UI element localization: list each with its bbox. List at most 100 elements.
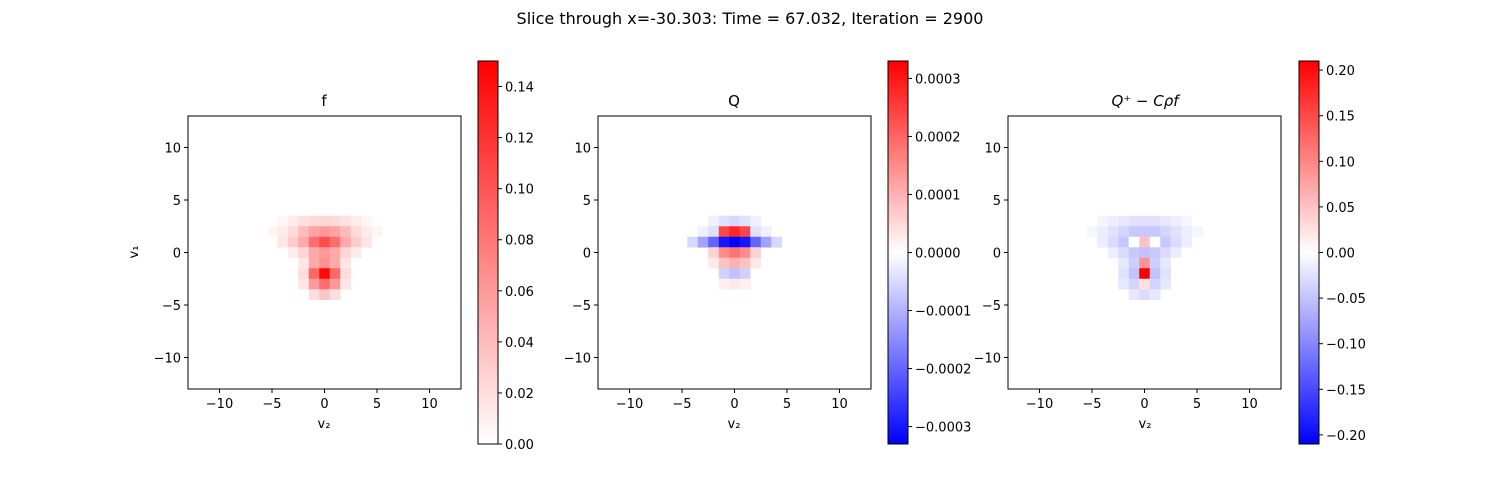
x-ticks: −10 −5 0 5 10: [616, 389, 848, 412]
y-tick-label: −5: [162, 299, 181, 314]
heatmap-cell: [1128, 289, 1140, 301]
heatmap-cell: [697, 226, 709, 238]
heatmap-cell: [718, 257, 730, 269]
heatmap-cell: [298, 215, 310, 227]
y-ticks: −10 −5 0 5 10: [154, 142, 188, 367]
colorbar-tick-label: −0.0002: [915, 363, 971, 378]
heatmap-cell: [1160, 278, 1172, 290]
heatmap-cell: [340, 226, 352, 238]
heatmap-cell: [729, 247, 741, 259]
y-tick-label: 10: [574, 142, 591, 157]
heatmap-cell: [266, 226, 278, 238]
heatmap-cell: [329, 278, 341, 290]
heatmap-cell: [750, 215, 762, 227]
heatmap-cell: [771, 236, 783, 248]
heatmap-cell: [308, 278, 320, 290]
x-ticks: −10 −5 0 5 10: [1026, 389, 1258, 412]
colorbar-tick-label: 0.0002: [915, 130, 961, 145]
heatmap-cell: [319, 268, 331, 280]
heatmap-cell: [1170, 236, 1182, 248]
heatmap-cell: [1128, 236, 1140, 248]
heatmap-cell: [1107, 226, 1119, 238]
x-tick-label: 0: [1140, 397, 1148, 412]
heatmap-cell: [739, 268, 751, 280]
heatmap-cell: [340, 257, 352, 269]
heatmap-cell: [308, 268, 320, 280]
colorbar-tick-label: 0.10: [1326, 155, 1355, 170]
heatmap-cell: [1097, 215, 1109, 227]
heatmap-cell: [350, 247, 362, 259]
heatmap-cell: [350, 226, 362, 238]
heatmap-cell: [1097, 226, 1109, 238]
x-tick-label: 0: [730, 397, 738, 412]
colorbar-tick-label: 0.20: [1326, 64, 1355, 79]
heatmap-cell: [308, 247, 320, 259]
heatmap-cell: [1118, 236, 1130, 248]
colorbar-tick-label: 0.0003: [915, 72, 961, 87]
colorbar-tick-label: 0.02: [505, 387, 534, 402]
heatmap-cell: [1139, 289, 1151, 301]
heatmap-cell: [739, 236, 751, 248]
heatmap-cell: [1170, 247, 1182, 259]
heatmap-cell: [287, 226, 299, 238]
colorbar-tick-label: 0.0000: [915, 247, 961, 262]
heatmap-cell: [729, 278, 741, 290]
heatmap-cell: [340, 268, 352, 280]
heatmap-cell: [340, 236, 352, 248]
y-ticks: −10 −5 0 5 10: [564, 142, 598, 367]
y-axis-label: v₁: [127, 246, 142, 259]
heatmap-cell: [287, 247, 299, 259]
heatmap-cell: [750, 226, 762, 238]
colorbar-tick-label: 0.06: [505, 285, 534, 300]
heatmap-cell: [1118, 278, 1130, 290]
heatmap-cell: [319, 278, 331, 290]
heatmap-cell: [319, 257, 331, 269]
heatmap-cell: [708, 226, 720, 238]
heatmap-cell: [708, 215, 720, 227]
heatmap-cell: [1139, 257, 1151, 269]
heatmap-cell: [750, 257, 762, 269]
colorbar-gradient: [887, 60, 909, 445]
heatmap-cell: [1128, 226, 1140, 238]
heatmap-cell: [329, 257, 341, 269]
x-tick-label: −5: [672, 397, 691, 412]
heatmap-cell: [1160, 247, 1172, 259]
x-tick-label: 10: [831, 397, 848, 412]
heatmap-cells: [687, 215, 783, 290]
x-tick-label: 5: [1193, 397, 1201, 412]
heatmap-cell: [1128, 247, 1140, 259]
heatmap-cell: [1118, 268, 1130, 280]
colorbar-tick-label: −0.20: [1326, 429, 1366, 444]
heatmap-cell: [319, 236, 331, 248]
heatmap-cell: [718, 278, 730, 290]
heatmap-cell: [308, 257, 320, 269]
heatmap-cell: [708, 247, 720, 259]
heatmap-cell: [361, 215, 373, 227]
colorbar-tick-label: 0.00: [1326, 247, 1355, 262]
heatmap-cells: [266, 215, 383, 301]
y-ticks: −10 −5 0 5 10: [974, 142, 1008, 367]
heatmap-cell: [298, 247, 310, 259]
heatmap-cell: [750, 247, 762, 259]
y-tick-label: 0: [173, 247, 181, 262]
colorbar-tick-label: 0.0001: [915, 188, 961, 203]
heatmap-cell: [1107, 236, 1119, 248]
y-tick-label: 0: [993, 247, 1001, 262]
y-tick-label: 5: [173, 194, 181, 209]
heatmap-cell: [1107, 247, 1119, 259]
heatmap-cell: [287, 236, 299, 248]
heatmap-cell: [718, 226, 730, 238]
y-tick-label: 0: [583, 247, 591, 262]
heatmap-cell: [708, 257, 720, 269]
x-tick-label: −10: [206, 397, 233, 412]
heatmap-cell: [287, 215, 299, 227]
heatmap-cell: [1160, 257, 1172, 269]
heatmap-cell: [340, 278, 352, 290]
heatmap-cell: [687, 236, 699, 248]
heatmap-cell: [708, 236, 720, 248]
heatmap-cell: [718, 247, 730, 259]
colorbar-gradient: [1298, 60, 1320, 445]
heatmap-cell: [1118, 257, 1130, 269]
